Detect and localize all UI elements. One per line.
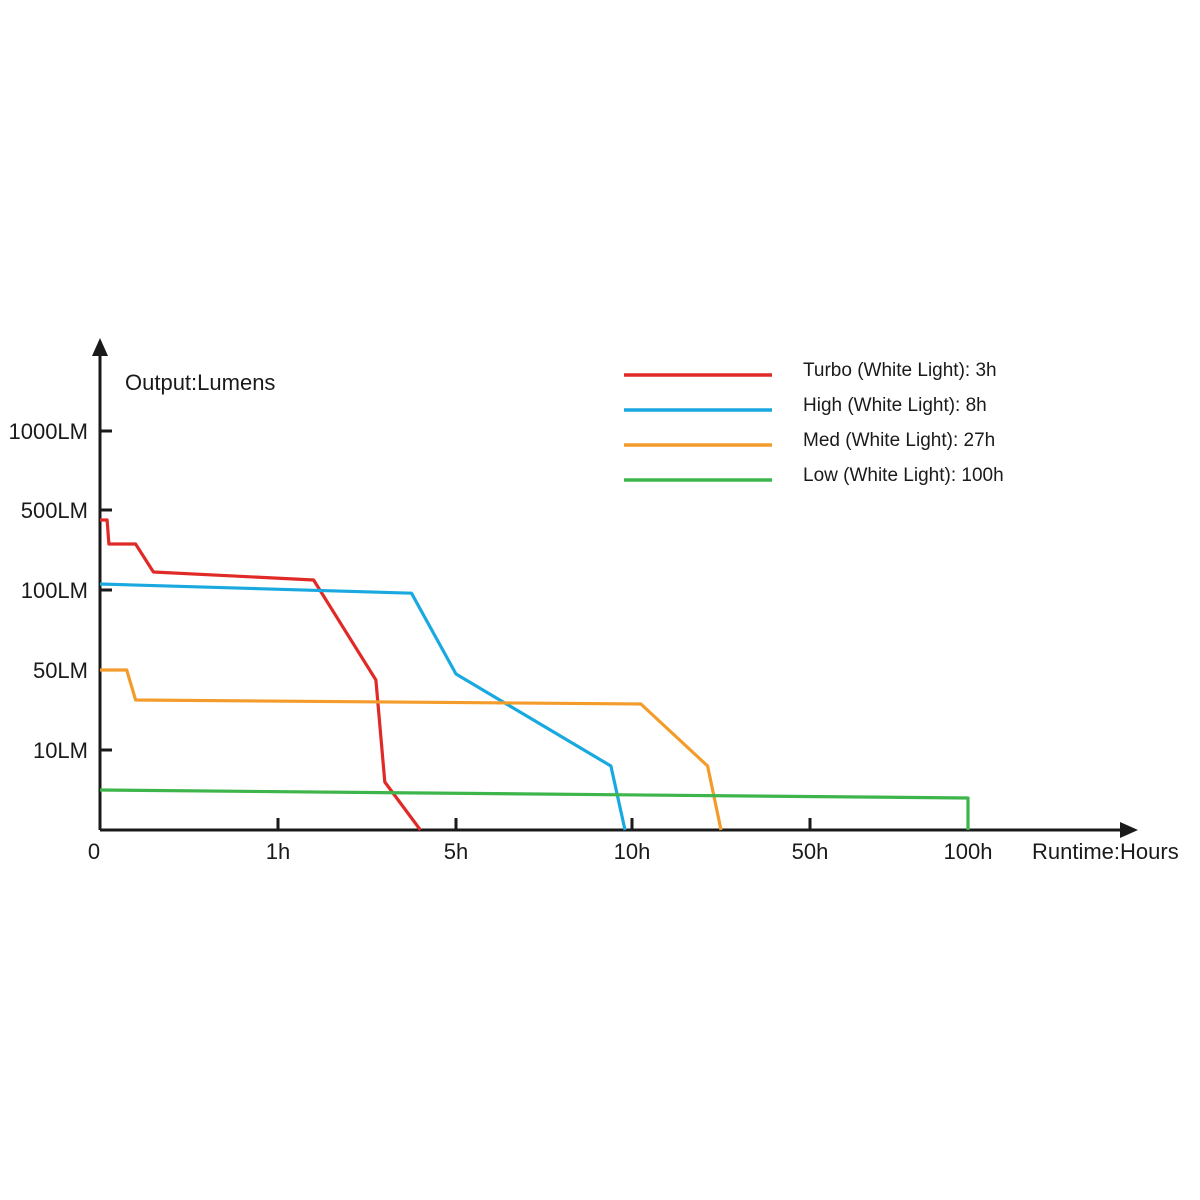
legend-label: Med (White Light): 27h xyxy=(803,430,995,451)
series-line xyxy=(99,582,627,831)
legend-label: High (White Light): 8h xyxy=(803,395,987,416)
y-tick-label: 100LM xyxy=(21,578,88,603)
y-ticks: 10LM 50LM 100LM 500LM 1000LM xyxy=(8,419,112,763)
y-tick-label: 50LM xyxy=(33,658,88,683)
x-axis-arrow xyxy=(1120,822,1138,838)
legend-label: Turbo (White Light): 3h xyxy=(803,360,997,381)
series-group xyxy=(99,518,970,831)
series-line xyxy=(100,668,723,831)
y-tick-label: 1000LM xyxy=(8,419,88,444)
y-axis-title: Output:Lumens xyxy=(125,370,275,395)
x-tick-label: 5h xyxy=(444,839,468,864)
y-tick-label: 500LM xyxy=(21,498,88,523)
legend: Turbo (White Light): 3h High (White Light… xyxy=(624,360,1004,486)
x-axis-title: Runtime:Hours xyxy=(1032,839,1179,864)
x-ticks: 0 1h 5h 10h 50h 100h xyxy=(88,818,993,864)
x-tick-label: 1h xyxy=(266,839,290,864)
legend-label: Low (White Light): 100h xyxy=(803,465,1004,486)
y-tick-label: 10LM xyxy=(33,738,88,763)
series-line xyxy=(100,518,422,831)
x-tick-label: 10h xyxy=(614,839,651,864)
y-axis-arrow xyxy=(92,338,108,356)
x-tick-label: 100h xyxy=(944,839,993,864)
series-line xyxy=(99,788,970,830)
x-tick-label: 50h xyxy=(792,839,829,864)
x-tick-label: 0 xyxy=(88,839,100,864)
